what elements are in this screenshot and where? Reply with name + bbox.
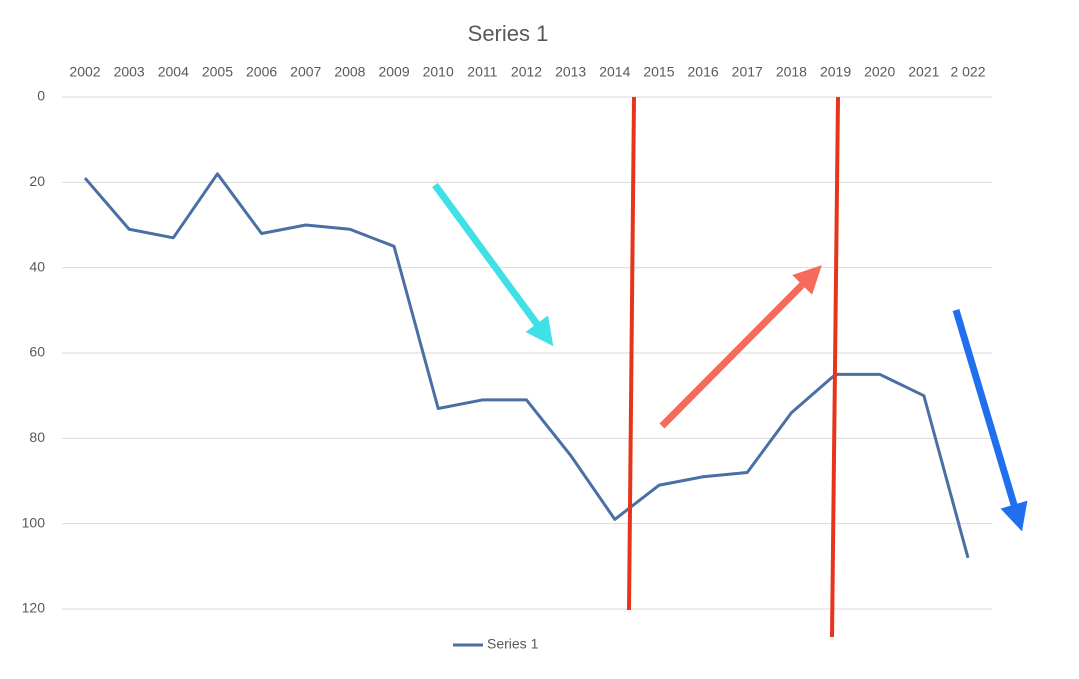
data-line xyxy=(83,172,970,559)
x-tick-label: 2003 xyxy=(114,64,145,80)
blue-arrow xyxy=(952,309,1028,532)
x-tick-label: 2018 xyxy=(776,64,807,80)
x-tick-label: 2007 xyxy=(290,64,321,80)
chart-title: Series 1 xyxy=(468,21,549,46)
plot-area: 0 20 40 60 80 100 120 2002 2003 2004 2005 2006 2007 2… xyxy=(22,64,992,652)
x-tick-label: 2019 xyxy=(820,64,851,80)
x-tick-label: 2020 xyxy=(864,64,895,80)
x-tick-label: 2006 xyxy=(246,64,277,80)
red-marker-line xyxy=(830,96,840,638)
y-tick-label: 40 xyxy=(29,258,45,274)
x-tick-label: 2005 xyxy=(202,64,233,80)
y-tick-label: 20 xyxy=(29,173,45,189)
x-tick-label: 2013 xyxy=(555,64,586,80)
x-tick-label: 2002 xyxy=(69,64,100,80)
x-tick-label: 2016 xyxy=(688,64,719,80)
y-tick-label: 80 xyxy=(29,429,45,445)
annotations xyxy=(432,96,1028,638)
x-tick-label: 2009 xyxy=(378,64,409,80)
red-marker-line xyxy=(627,96,636,611)
x-tick-label: 2015 xyxy=(643,64,674,80)
red-arrow xyxy=(659,265,822,429)
y-tick-label: 0 xyxy=(37,88,45,104)
x-tick-label: 2014 xyxy=(599,64,630,80)
cyan-arrow xyxy=(432,182,554,347)
x-tick-label: 2021 xyxy=(908,64,939,80)
x-tick-label: 2011 xyxy=(467,64,497,80)
x-tick-label: 2010 xyxy=(423,64,454,80)
y-tick-label: 120 xyxy=(22,600,46,616)
y-tick-label: 100 xyxy=(22,514,46,530)
legend-label: Series 1 xyxy=(487,636,539,652)
y-tick-label: 60 xyxy=(29,344,45,360)
x-tick-label: 2 022 xyxy=(950,64,985,80)
x-tick-label: 2004 xyxy=(158,64,189,80)
x-tick-label: 2012 xyxy=(511,64,542,80)
x-tick-label: 2017 xyxy=(732,64,763,80)
x-tick-label: 2008 xyxy=(334,64,365,80)
